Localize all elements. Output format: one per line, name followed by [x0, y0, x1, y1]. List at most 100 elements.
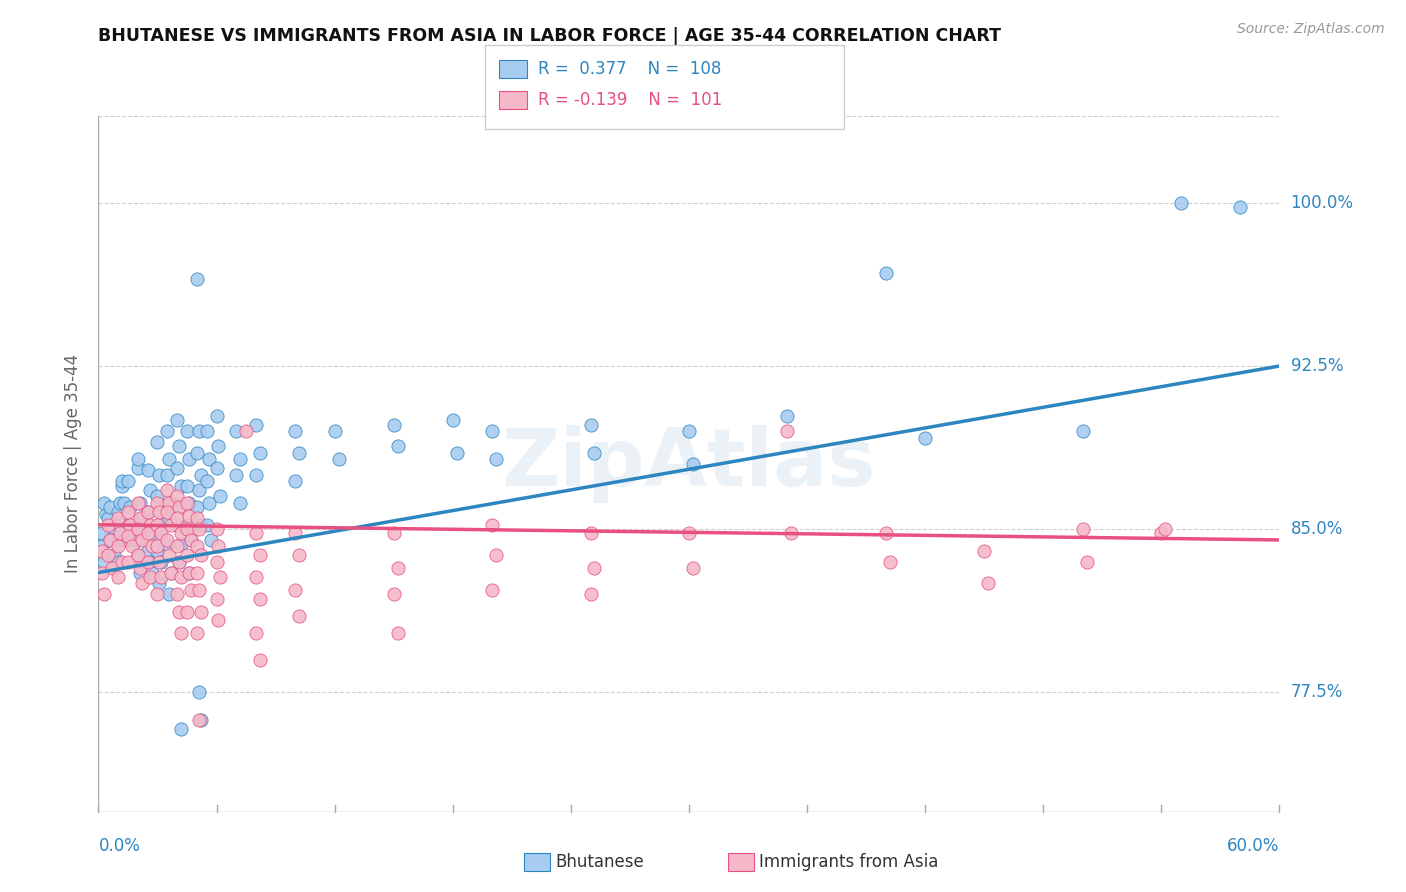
Point [156, 533, 179, 547]
Point [160, 566, 183, 580]
Point [197, 496, 219, 510]
Point [288, 609, 311, 624]
Point [141, 540, 163, 554]
Point [101, 520, 124, 534]
Point [98, 533, 121, 547]
Point [97, 548, 120, 562]
Point [583, 561, 606, 575]
Point [117, 505, 139, 519]
Point [186, 566, 208, 580]
Point [382, 526, 405, 541]
Point [160, 566, 183, 580]
Point [678, 526, 700, 541]
Point [180, 533, 202, 547]
Point [284, 424, 307, 438]
Point [141, 526, 163, 541]
Point [187, 522, 209, 536]
Point [91, 543, 114, 558]
Point [150, 555, 173, 569]
Point [176, 496, 198, 510]
Point [117, 517, 139, 532]
Point [170, 626, 193, 640]
Point [97, 517, 120, 532]
Point [875, 526, 897, 541]
Point [121, 533, 143, 547]
Point [128, 561, 150, 575]
Point [160, 496, 183, 510]
Text: Bhutanese: Bhutanese [555, 853, 644, 871]
Point [207, 540, 229, 554]
Point [128, 496, 150, 510]
Point [187, 424, 209, 438]
Point [93, 555, 115, 569]
Point [127, 461, 149, 475]
Text: 60.0%: 60.0% [1227, 837, 1279, 855]
Point [167, 439, 190, 453]
Point [117, 528, 139, 542]
Text: 92.5%: 92.5% [1291, 357, 1343, 375]
Point [180, 533, 202, 547]
Point [166, 511, 188, 525]
Point [205, 555, 228, 569]
Point [678, 424, 700, 438]
Point [146, 496, 169, 510]
Point [107, 505, 129, 519]
Point [146, 517, 169, 532]
Point [1071, 522, 1094, 536]
Point [107, 511, 129, 525]
Point [446, 446, 468, 460]
Point [118, 500, 141, 515]
Point [91, 526, 114, 541]
Text: R = -0.139    N =  101: R = -0.139 N = 101 [538, 91, 723, 109]
Point [387, 626, 409, 640]
Point [167, 500, 190, 515]
Point [284, 526, 307, 541]
Point [146, 490, 169, 504]
Point [875, 266, 897, 280]
Point [167, 605, 190, 619]
Point [150, 526, 173, 541]
Point [166, 587, 188, 601]
Point [186, 446, 208, 460]
Point [127, 548, 149, 562]
Point [176, 548, 198, 562]
Text: Immigrants from Asia: Immigrants from Asia [759, 853, 939, 871]
Point [98, 500, 121, 515]
Point [579, 587, 602, 601]
Point [121, 540, 143, 554]
Point [579, 526, 602, 541]
Point [776, 409, 799, 423]
Text: 0.0%: 0.0% [98, 837, 141, 855]
Point [879, 555, 901, 569]
Point [136, 526, 159, 541]
Point [131, 576, 153, 591]
Point [1071, 424, 1094, 438]
Point [1229, 200, 1251, 214]
Point [780, 526, 803, 541]
Point [170, 537, 193, 551]
Point [186, 272, 208, 286]
Point [98, 533, 121, 547]
Point [112, 533, 135, 547]
Point [176, 478, 198, 492]
Point [1154, 522, 1177, 536]
Point [186, 500, 208, 515]
Point [485, 548, 508, 562]
Point [131, 533, 153, 547]
Point [107, 533, 129, 547]
Point [481, 424, 503, 438]
Point [131, 511, 153, 525]
Point [176, 424, 198, 438]
Point [157, 452, 180, 467]
Point [117, 555, 139, 569]
Point [249, 446, 271, 460]
Point [186, 626, 208, 640]
Point [138, 570, 160, 584]
Point [776, 424, 799, 438]
Point [166, 517, 188, 532]
Point [156, 483, 179, 497]
Point [107, 540, 129, 554]
Point [579, 417, 602, 432]
Point [117, 474, 139, 488]
Point [156, 537, 179, 551]
